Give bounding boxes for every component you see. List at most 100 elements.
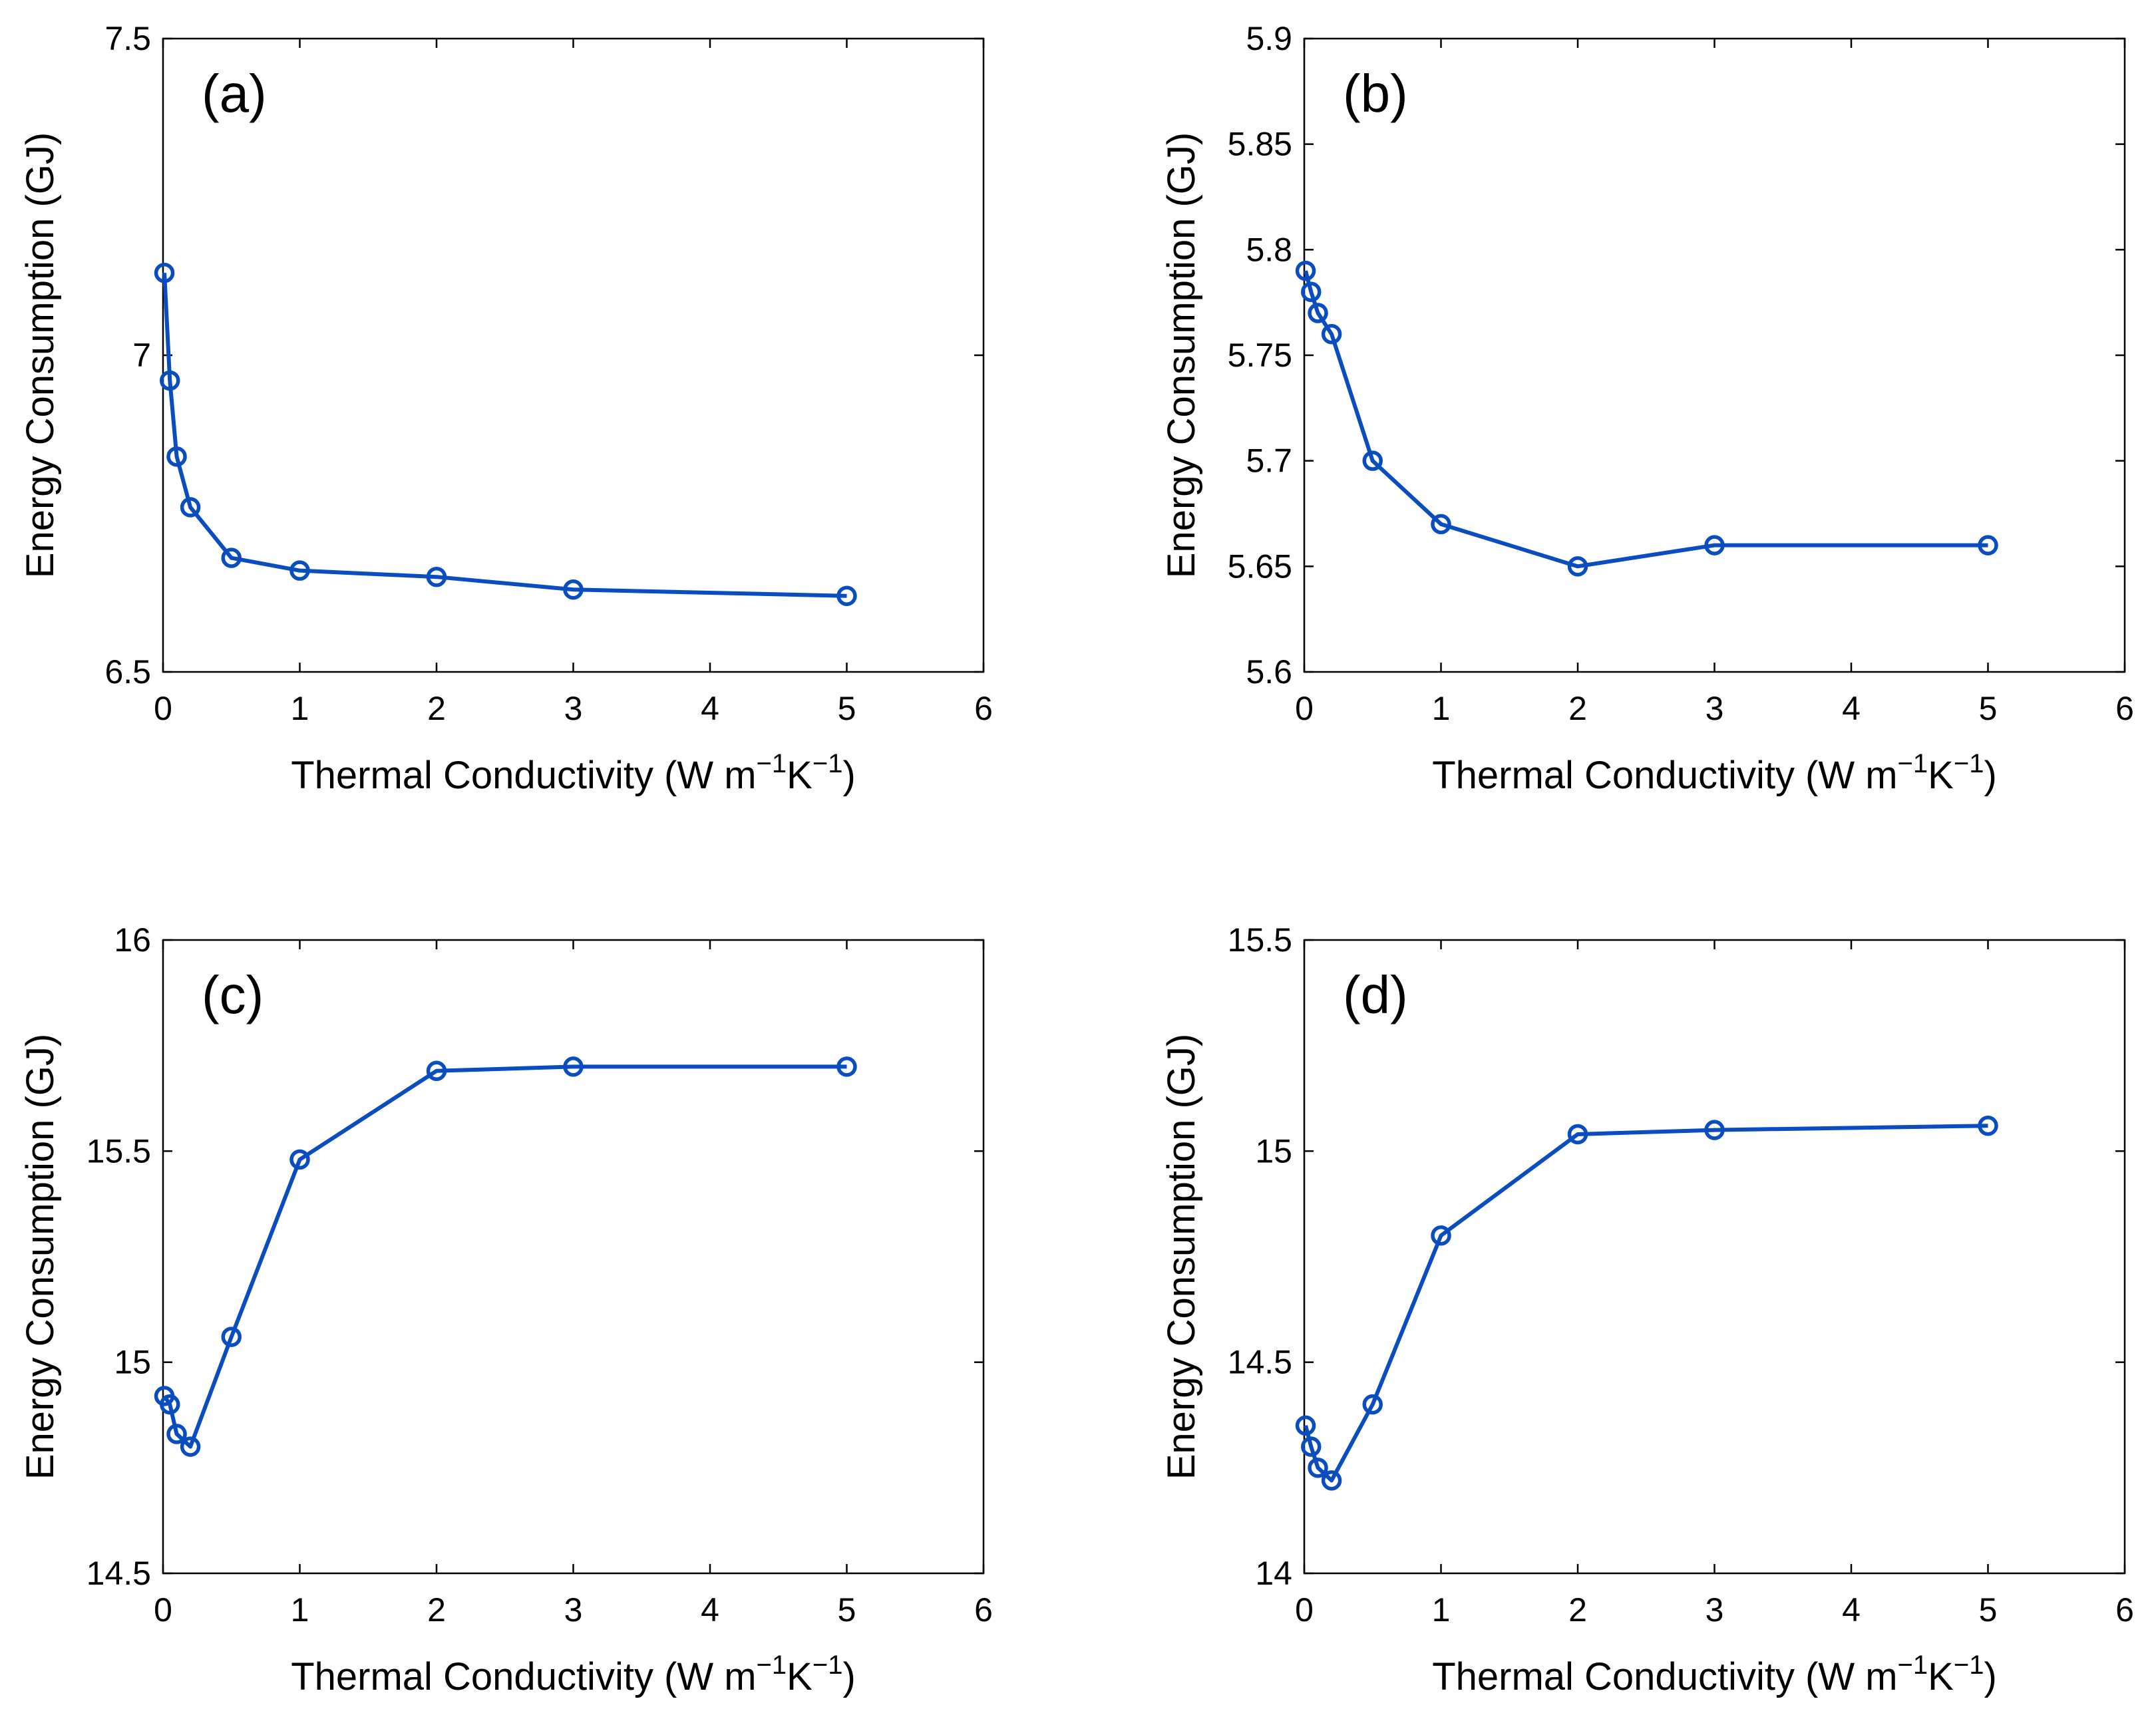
x-tick-label: 1 bbox=[291, 690, 309, 727]
panel-label: (b) bbox=[1343, 64, 1408, 123]
data-point bbox=[166, 1424, 187, 1444]
x-tick-label: 1 bbox=[1432, 1591, 1451, 1629]
data-point bbox=[1308, 1458, 1328, 1478]
y-tick-label: 5.8 bbox=[1246, 231, 1292, 268]
y-tick-label: 5.65 bbox=[1228, 548, 1292, 585]
x-tick-label: 4 bbox=[1842, 1591, 1861, 1629]
x-tick-label: 3 bbox=[564, 1591, 583, 1629]
y-tick-label: 5.85 bbox=[1228, 126, 1292, 163]
plot-frame bbox=[1303, 939, 2126, 1575]
data-point bbox=[1704, 535, 1725, 555]
plot-frame bbox=[162, 939, 985, 1575]
data-point bbox=[1567, 556, 1588, 577]
y-axis-label: Energy Consumption (GJ) bbox=[19, 132, 62, 578]
data-point bbox=[289, 1149, 310, 1170]
y-tick-label: 14 bbox=[1255, 1555, 1292, 1592]
y-tick-label: 5.75 bbox=[1228, 337, 1292, 374]
data-point bbox=[180, 497, 201, 518]
data-point bbox=[1567, 1124, 1588, 1145]
data-point bbox=[836, 1056, 857, 1077]
data-point bbox=[221, 548, 242, 568]
data-point bbox=[1321, 324, 1342, 345]
series-line bbox=[1304, 1124, 1988, 1483]
y-tick-label: 14.5 bbox=[1228, 1344, 1292, 1381]
chart-panel-c: 0 1 2 3 4 5 6 14.5 15 15.5 16 Thermal Conductivity … bbox=[19, 921, 993, 1698]
x-tick-label: 3 bbox=[564, 690, 583, 727]
x-tick-label: 1 bbox=[1432, 690, 1451, 727]
y-tick-label: 15 bbox=[1255, 1132, 1292, 1170]
panel-label: (d) bbox=[1343, 965, 1408, 1024]
data-point bbox=[1431, 1225, 1451, 1246]
data-point bbox=[160, 1394, 180, 1415]
data-point bbox=[1978, 1116, 1998, 1136]
y-tick-label: 6.5 bbox=[104, 653, 151, 691]
y-tick-label: 16 bbox=[114, 921, 151, 959]
data-point bbox=[1295, 260, 1316, 281]
plot-frame bbox=[162, 37, 985, 673]
x-tick-label: 6 bbox=[974, 1591, 993, 1629]
x-tick-label: 0 bbox=[1295, 1591, 1314, 1629]
y-tick-label: 15.5 bbox=[87, 1132, 151, 1170]
panel-label: (a) bbox=[202, 64, 267, 123]
y-tick-label: 7 bbox=[132, 337, 151, 374]
data-point bbox=[836, 585, 857, 607]
x-tick-label: 4 bbox=[1842, 690, 1861, 727]
data-point bbox=[289, 560, 310, 581]
series-line bbox=[162, 1064, 847, 1449]
x-tick-label: 1 bbox=[291, 1591, 309, 1629]
x-tick-label: 6 bbox=[974, 690, 993, 727]
data-point bbox=[1321, 1470, 1342, 1491]
data-point bbox=[166, 446, 187, 467]
x-tick-label: 6 bbox=[2115, 690, 2134, 727]
y-axis-label: Energy Consumption (GJ) bbox=[19, 1034, 62, 1480]
x-tick-label: 2 bbox=[1568, 1591, 1587, 1629]
x-tick-label: 2 bbox=[427, 1591, 446, 1629]
y-tick-label: 7.5 bbox=[104, 20, 151, 57]
data-point bbox=[563, 1056, 584, 1077]
data-point bbox=[1704, 1120, 1725, 1140]
x-tick-label: 3 bbox=[1706, 1591, 1724, 1629]
series-line bbox=[1304, 270, 1988, 569]
data-point bbox=[1308, 303, 1328, 323]
x-tick-label: 5 bbox=[1979, 690, 1998, 727]
data-point bbox=[426, 1060, 447, 1081]
data-point bbox=[1301, 1436, 1322, 1457]
plot-frame bbox=[1303, 37, 2126, 673]
data-point bbox=[1301, 281, 1322, 303]
y-axis-label: Energy Consumption (GJ) bbox=[1160, 1034, 1203, 1480]
x-axis-label: Thermal Conductivity (W m−1K−1) bbox=[291, 1650, 856, 1698]
x-tick-label: 5 bbox=[1979, 1591, 1998, 1629]
data-point bbox=[154, 262, 175, 283]
chart-panel-b: 0 1 2 3 4 5 6 5.6 5.65 5.7 5.75 5.8 5.85 5.9 Thermal C… bbox=[1160, 20, 2134, 797]
x-axis-label: Thermal Conductivity (W m−1K−1) bbox=[291, 749, 856, 797]
x-axis-label: Thermal Conductivity (W m−1K−1) bbox=[1432, 749, 1997, 797]
x-tick-label: 0 bbox=[1295, 690, 1314, 727]
data-point bbox=[1362, 1394, 1383, 1415]
data-point bbox=[1431, 514, 1451, 535]
data-point bbox=[563, 579, 584, 600]
data-point bbox=[1362, 450, 1383, 471]
x-tick-label: 2 bbox=[427, 690, 446, 727]
y-axis-label: Energy Consumption (GJ) bbox=[1160, 132, 1203, 578]
x-tick-label: 3 bbox=[1706, 690, 1724, 727]
x-tick-label: 0 bbox=[154, 690, 172, 727]
x-tick-label: 5 bbox=[838, 1591, 856, 1629]
y-tick-label: 5.6 bbox=[1246, 653, 1292, 691]
y-tick-label: 5.9 bbox=[1246, 20, 1292, 57]
data-point bbox=[1295, 1415, 1316, 1436]
chart-panel-a: 0 1 2 3 4 5 6 6.5 7 7.5 Thermal Conductivity (W m−… bbox=[19, 20, 993, 797]
data-point bbox=[221, 1327, 242, 1347]
x-tick-label: 5 bbox=[838, 690, 856, 727]
y-tick-label: 15 bbox=[114, 1344, 151, 1381]
x-tick-label: 2 bbox=[1568, 690, 1587, 727]
data-point bbox=[180, 1436, 201, 1457]
data-point bbox=[426, 566, 447, 587]
x-tick-label: 4 bbox=[701, 690, 719, 727]
series-line bbox=[162, 273, 847, 598]
y-tick-label: 5.7 bbox=[1246, 442, 1292, 480]
x-tick-label: 4 bbox=[701, 1591, 719, 1629]
x-tick-label: 0 bbox=[154, 1591, 172, 1629]
panel-label: (c) bbox=[202, 965, 264, 1024]
y-tick-label: 15.5 bbox=[1228, 921, 1292, 959]
